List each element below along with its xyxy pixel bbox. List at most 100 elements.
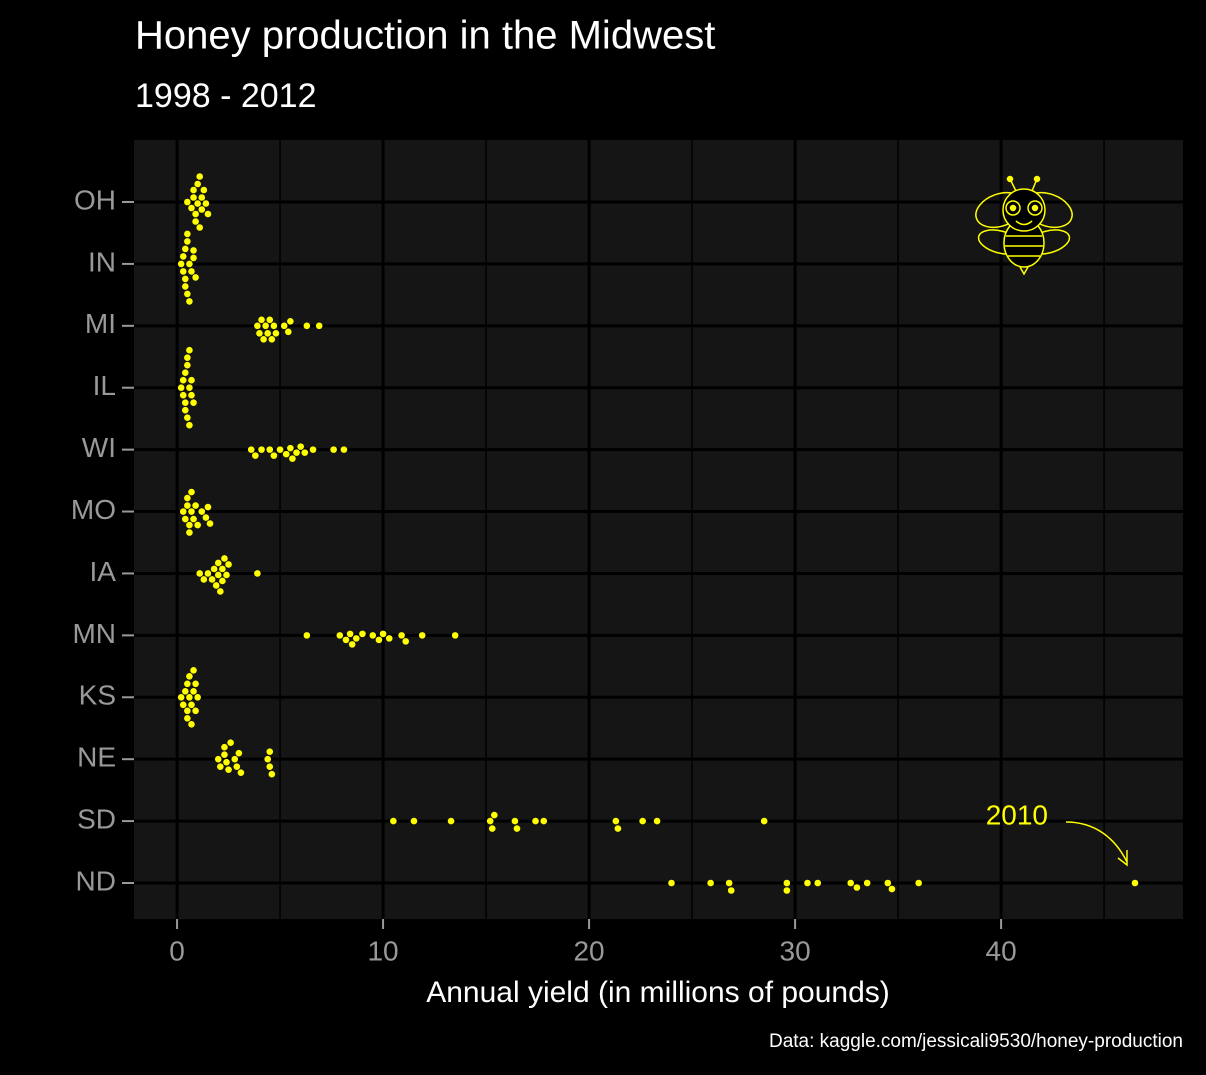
dot (268, 770, 276, 778)
x-tick-label: 30 (780, 935, 811, 966)
dot (188, 204, 195, 212)
dot (188, 701, 195, 709)
dot (282, 450, 290, 458)
dot (359, 630, 366, 638)
dot (186, 693, 193, 701)
dot (223, 571, 230, 579)
dot (210, 565, 218, 573)
dot (653, 817, 661, 825)
dot (804, 879, 811, 887)
dot (181, 245, 189, 253)
dot (177, 384, 185, 392)
dot (219, 565, 226, 573)
dot (192, 210, 199, 218)
dot (258, 316, 265, 324)
dot (192, 218, 199, 225)
dot (214, 559, 222, 567)
dot (814, 879, 822, 887)
dot (223, 758, 230, 766)
dot (725, 879, 733, 887)
x-tick-label: 10 (367, 935, 398, 966)
dot (179, 391, 187, 399)
dot (194, 180, 201, 188)
dot (231, 755, 239, 763)
bee-icon (975, 175, 1073, 276)
dot (760, 817, 768, 825)
dot (301, 449, 309, 456)
dot (179, 701, 187, 709)
dot (385, 635, 393, 642)
dot (1131, 879, 1139, 887)
dot (293, 449, 300, 456)
dot (190, 399, 197, 407)
dot (390, 817, 397, 825)
y-tick-label: SD (77, 803, 116, 834)
dot (513, 825, 521, 832)
dot (266, 763, 274, 770)
dot (315, 322, 323, 330)
dot (486, 817, 494, 825)
dot (639, 817, 646, 825)
dot (181, 283, 189, 290)
dot (188, 508, 195, 515)
dot (198, 206, 206, 213)
y-tick-label: WI (82, 432, 116, 463)
dot (179, 253, 187, 260)
dot (190, 194, 197, 201)
dot (194, 521, 201, 529)
dot (184, 290, 191, 298)
dot (204, 503, 212, 511)
dot (186, 672, 193, 680)
dot (264, 755, 272, 763)
dot (196, 224, 204, 231)
dot (186, 298, 193, 305)
dot (227, 739, 234, 746)
dot (237, 769, 245, 776)
dot (217, 588, 224, 595)
x-tick-label: 40 (986, 935, 1017, 966)
dot (186, 260, 193, 268)
caption: Data: kaggle.com/jessicali9530/honey-pro… (769, 1031, 1183, 1052)
dot (198, 508, 206, 515)
dot (179, 508, 187, 515)
dot (330, 446, 337, 453)
dot (184, 502, 191, 509)
chart-title: Honey production in the Midwest (135, 14, 715, 58)
y-tick-label: ND (76, 865, 116, 896)
dot (289, 455, 296, 462)
dot (272, 330, 280, 337)
dot (491, 811, 498, 819)
dot (225, 766, 232, 773)
dot (188, 391, 195, 399)
dot (194, 693, 201, 701)
grid (134, 140, 1183, 919)
dot (352, 635, 360, 642)
dot (303, 322, 311, 330)
dot (268, 336, 276, 343)
dot (190, 666, 197, 674)
dot (266, 316, 274, 324)
dot (285, 328, 292, 336)
y-tick-label: IN (88, 246, 116, 277)
dot (256, 330, 263, 337)
dot (511, 817, 519, 825)
dot (208, 576, 216, 583)
dot (402, 638, 410, 645)
dot (188, 488, 195, 496)
dot (340, 446, 348, 453)
annotation-arrow (1065, 821, 1128, 867)
dot (287, 318, 294, 325)
dot (184, 238, 191, 245)
dot (540, 817, 548, 825)
dot (418, 632, 426, 639)
dot (184, 354, 191, 362)
dot (188, 376, 195, 384)
dot (181, 399, 189, 407)
dot (532, 817, 539, 825)
dot (184, 198, 191, 206)
dot (783, 887, 791, 894)
dot (258, 446, 265, 453)
dot (188, 720, 195, 728)
dot (190, 254, 197, 262)
dot (884, 879, 892, 887)
